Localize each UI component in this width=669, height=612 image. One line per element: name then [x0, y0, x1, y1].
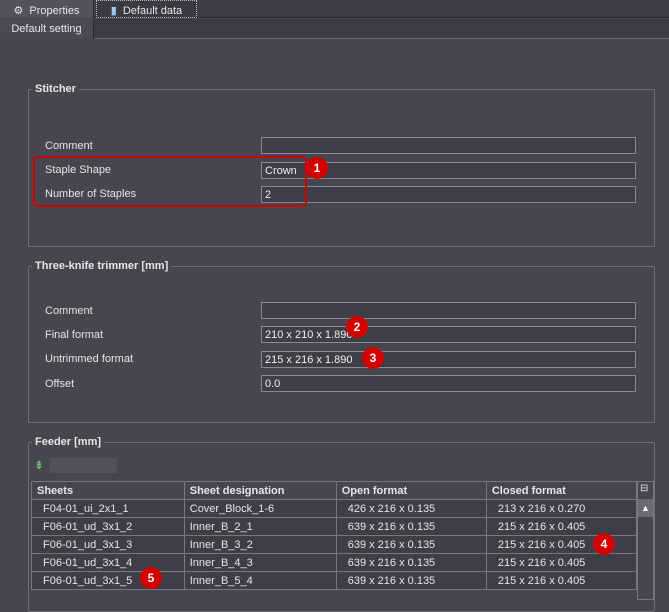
field-label: Untrimmed format	[45, 353, 134, 365]
group-title: Stitcher	[32, 83, 79, 95]
table-cell: 426 x 216 x 0.135	[335, 499, 487, 518]
column-chooser-icon[interactable]: ⊟	[640, 483, 649, 494]
tab-default-setting[interactable]: Default setting	[0, 19, 94, 39]
table-row[interactable]: F06-01_ud_3x1_3 Inner_B_3_2 639 x 216 x 0.…	[31, 535, 638, 554]
tab-properties[interactable]: ⚙ Properties	[0, 0, 94, 18]
table-cell: Inner_B_5_4	[183, 571, 337, 590]
book-icon: ▮	[110, 5, 117, 17]
callout-badge: 5	[140, 567, 162, 589]
table-cell: Cover_Block_1-6	[183, 499, 337, 518]
field-label: Staple Shape	[45, 164, 112, 176]
field-label: Offset	[45, 378, 75, 390]
field-label: Comment	[45, 305, 93, 317]
group-title: Three-knife trimmer [mm]	[32, 260, 172, 272]
table-row[interactable]: F04-01_ui_2x1_1 Cover_Block_1-6 426 x 216 …	[31, 499, 638, 518]
stitcher-comment-input[interactable]	[261, 137, 636, 154]
table-cell: F06-01_ud_3x1_4	[31, 553, 185, 572]
trimmer-group: Three-knife trimmer [mm]	[28, 260, 655, 423]
table-cell: 639 x 216 x 0.135	[335, 535, 487, 554]
table-cell: 639 x 216 x 0.135	[335, 571, 487, 590]
table-row[interactable]: F06-01_ud_3x1_4 Inner_B_4_3 639 x 216 x 0.…	[31, 553, 638, 572]
table-cell: 215 x 216 x 0.405	[485, 517, 638, 536]
subtab-bar	[0, 19, 669, 39]
table-cell: F06-01_ud_3x1_3	[31, 535, 185, 554]
group-title: Feeder [mm]	[32, 436, 105, 448]
field-label: Comment	[45, 140, 93, 152]
table-cell: 215 x 216 x 0.405	[485, 553, 638, 572]
number-of-staples-input[interactable]: 2	[261, 186, 636, 203]
offset-input[interactable]: 0.0	[261, 375, 636, 392]
table-cell: 213 x 216 x 0.270	[485, 499, 638, 518]
table-cell: F04-01_ui_2x1_1	[31, 499, 185, 518]
table-row[interactable]: F06-01_ud_3x1_2 Inner_B_2_1 639 x 216 x 0.…	[31, 517, 638, 536]
final-format-input[interactable]: 210 x 210 x 1.890	[261, 326, 636, 343]
properties-icon: ⚙	[13, 5, 24, 17]
table-cell: Inner_B_2_1	[183, 517, 337, 536]
callout-badge: 1	[306, 157, 328, 179]
table-cell: F06-01_ud_3x1_2	[31, 517, 185, 536]
table-row[interactable]: F06-01_ud_3x1_5 Inner_B_5_4 639 x 216 x 0.…	[31, 571, 638, 590]
column-header[interactable]: Open format	[335, 481, 487, 500]
table-cell: 639 x 216 x 0.135	[335, 553, 487, 572]
table-cell: Inner_B_3_2	[183, 535, 337, 554]
column-header[interactable]: Sheet designation	[183, 481, 337, 500]
callout-badge: 3	[362, 347, 384, 369]
filter-input[interactable]	[50, 458, 117, 473]
filter-icon[interactable]: ⇟	[34, 458, 45, 472]
table-cell: Inner_B_4_3	[183, 553, 337, 572]
staple-shape-input[interactable]: Crown	[261, 162, 636, 179]
feeder-table: Sheets Sheet designation Open format Clo…	[31, 481, 638, 590]
stitcher-group: Stitcher	[28, 83, 655, 247]
callout-badge: 4	[593, 533, 615, 555]
tab-default-data[interactable]: ▮ Default data	[96, 0, 197, 18]
untrimmed-format-input[interactable]: 215 x 216 x 1.890	[261, 351, 636, 368]
column-header[interactable]: Sheets	[31, 481, 185, 500]
table-cell: 639 x 216 x 0.135	[335, 517, 487, 536]
field-label: Final format	[45, 329, 104, 341]
highlight-box	[33, 156, 307, 207]
field-label: Number of Staples	[45, 188, 137, 200]
trimmer-comment-input[interactable]	[261, 302, 636, 319]
callout-badge: 2	[346, 316, 368, 338]
column-header[interactable]: Closed format	[485, 481, 638, 500]
scroll-up-button[interactable]: ▲	[638, 499, 653, 517]
table-cell: 215 x 216 x 0.405	[485, 571, 638, 590]
